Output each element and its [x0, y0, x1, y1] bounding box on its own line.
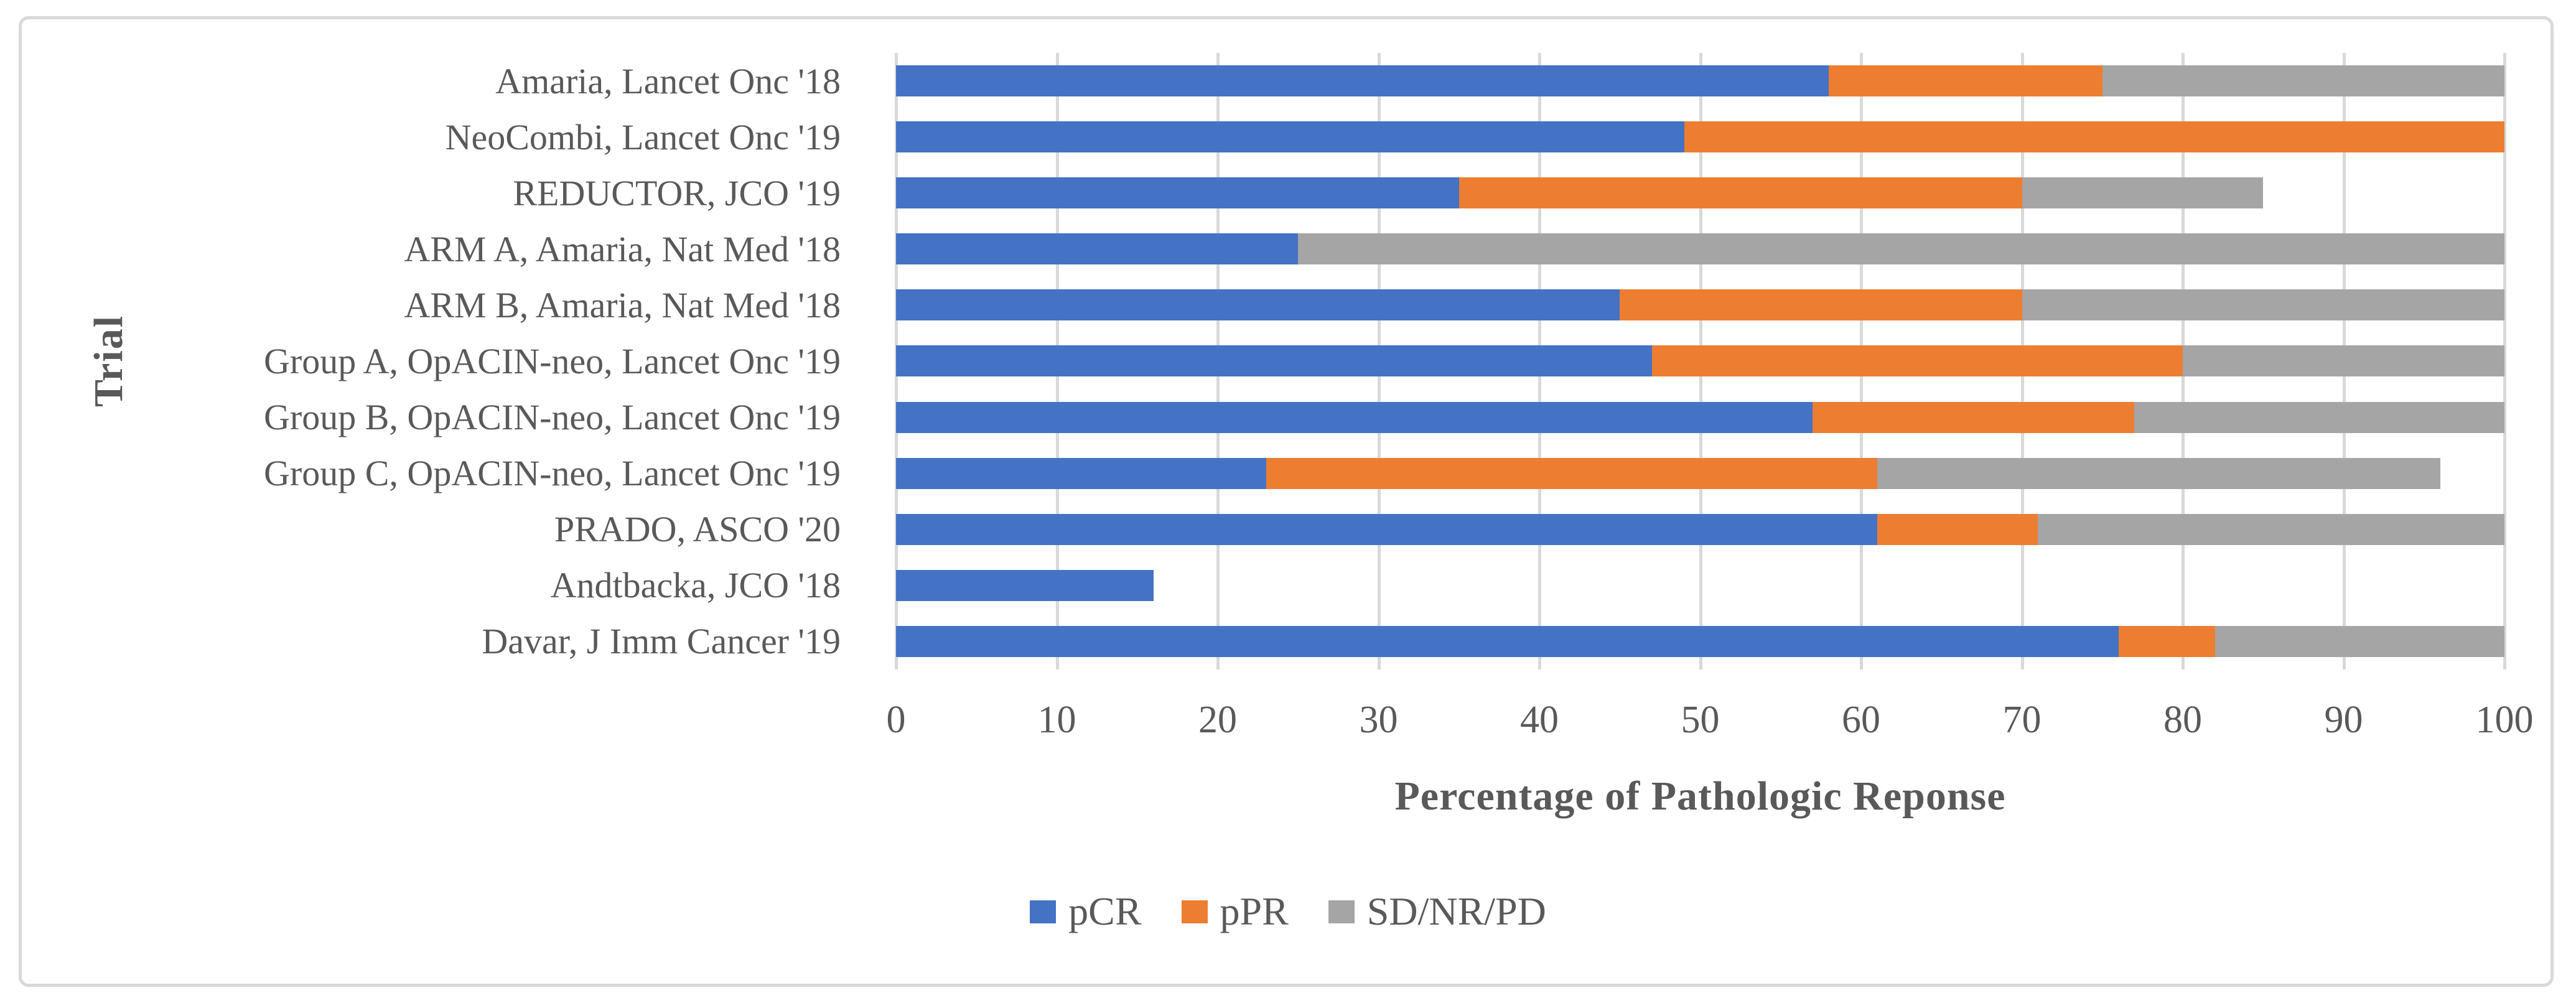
stacked-bar: [896, 233, 2504, 265]
bar-segment-ppr: [1458, 177, 2022, 209]
bar-segment-pcr: [896, 233, 1299, 265]
bar-segment-ppr: [1620, 289, 2022, 321]
bar-segment-pcr: [896, 401, 1813, 433]
legend-item: pCR: [1030, 889, 1142, 935]
bar-row: [896, 333, 2504, 389]
legend-item: pPR: [1181, 889, 1289, 935]
x-axis-tick-label: 100: [2475, 699, 2534, 741]
legend-swatch-pcr: [1030, 900, 1057, 923]
bar-row: [896, 277, 2504, 333]
bar-segment-ppr: [2118, 625, 2215, 657]
stacked-bar: [896, 177, 2504, 209]
bar-row: [896, 558, 2504, 614]
bar-row: [896, 109, 2504, 165]
bar-segment-ppr: [1877, 513, 2038, 545]
bar-segment-pcr: [896, 345, 1652, 377]
stacked-bar: [896, 121, 2504, 153]
x-axis-tick-label: 40: [1520, 699, 1559, 741]
x-axis-ticks: 0 10 20 30 40 50 60 70 80 90 100: [887, 692, 2534, 748]
x-axis-tick-label: 50: [1681, 699, 1720, 741]
stacked-bar: [896, 289, 2504, 321]
bar-segment-pcr: [896, 625, 2119, 657]
x-axis-tick-label: 0: [886, 699, 906, 741]
bar-segment-sd-nr-pd: [2022, 289, 2504, 321]
bar-row: [896, 446, 2504, 502]
bar-segment-pcr: [896, 513, 1877, 545]
bar-segment-ppr: [1266, 457, 1877, 489]
bar-segment-ppr: [1813, 401, 2135, 433]
x-axis-tick-label: 30: [1359, 699, 1398, 741]
bar-segment-pcr: [896, 569, 1154, 601]
bar-segment-sd-nr-pd: [1877, 457, 2440, 489]
stacked-bar: [896, 457, 2504, 489]
bar-row: [896, 390, 2504, 446]
bar-row: [896, 165, 2504, 221]
bar-segment-pcr: [896, 457, 1266, 489]
bar-segment-sd-nr-pd: [2134, 401, 2504, 433]
y-axis-label: ARM B, Amaria, Nat Med '18: [404, 284, 841, 325]
figure-border: [19, 16, 2554, 987]
y-axis-label: Group B, OpACIN-neo, Lancet Onc '19: [264, 397, 841, 438]
gridline-100: [2503, 53, 2506, 670]
y-axis-label: Group C, OpACIN-neo, Lancet Onc '19: [264, 453, 841, 494]
x-axis-tick-label: 90: [2324, 699, 2363, 741]
y-axis-label: Group A, OpACIN-neo, Lancet Onc '19: [264, 340, 841, 381]
stacked-bar: [896, 569, 2504, 601]
x-axis-tick-label: 80: [2163, 699, 2202, 741]
bar-segment-sd-nr-pd: [2022, 177, 2264, 209]
bar-segment-pcr: [896, 65, 1829, 97]
x-axis-tick-label: 10: [1037, 699, 1076, 741]
stacked-bar: [896, 513, 2504, 545]
x-axis-tick-label: 70: [2002, 699, 2042, 741]
legend-label: pPR: [1220, 889, 1289, 933]
bar-row: [896, 221, 2504, 277]
x-axis-tick-label: 60: [1842, 699, 1880, 741]
legend-swatch-ppr: [1181, 900, 1208, 923]
bar-segment-ppr: [1684, 121, 2504, 153]
y-axis-label: Andtbacka, JCO '18: [550, 565, 841, 606]
chart-legend: pCR pPR SD/NR/PD: [0, 889, 2576, 935]
bar-row: [896, 502, 2504, 558]
y-axis-labels: Amaria, Lancet Onc '18 NeoCombi, Lancet O…: [0, 53, 868, 670]
x-axis-tick-label: 20: [1198, 699, 1237, 741]
legend-label: SD/NR/PD: [1366, 889, 1546, 933]
bar-segment-sd-nr-pd: [2214, 625, 2504, 657]
bar-segment-sd-nr-pd: [2038, 513, 2504, 545]
bar-segment-pcr: [896, 177, 1459, 209]
legend-swatch-sd-nr-pd: [1328, 900, 1355, 923]
legend-item: SD/NR/PD: [1328, 889, 1546, 935]
stacked-bar: [896, 401, 2504, 433]
plot-area: [895, 53, 2506, 670]
bar-segment-sd-nr-pd: [1298, 233, 2504, 265]
bar-segment-sd-nr-pd: [2102, 65, 2504, 97]
y-axis-label: Amaria, Lancet Onc '18: [495, 60, 841, 101]
bar-row: [896, 614, 2504, 670]
y-axis-label: NeoCombi, Lancet Onc '19: [445, 116, 841, 157]
stacked-bar: [896, 345, 2504, 377]
y-axis-label: ARM A, Amaria, Nat Med '18: [404, 228, 841, 269]
bar-segment-sd-nr-pd: [2182, 345, 2504, 377]
y-axis-label: Davar, J Imm Cancer '19: [482, 621, 841, 662]
stacked-bar: [896, 625, 2504, 657]
bar-segment-ppr: [1829, 65, 2102, 97]
bar-segment-pcr: [896, 289, 1620, 321]
legend-label: pCR: [1068, 889, 1142, 933]
bar-segment-ppr: [1651, 345, 2183, 377]
y-axis-label: PRADO, ASCO '20: [554, 509, 841, 550]
stacked-bar: [896, 65, 2504, 97]
x-axis-title: Percentage of Pathologic Reponse: [1394, 773, 2006, 819]
y-axis-label: REDUCTOR, JCO '19: [513, 172, 841, 213]
bar-segment-pcr: [896, 121, 1684, 153]
bar-row: [896, 53, 2504, 109]
